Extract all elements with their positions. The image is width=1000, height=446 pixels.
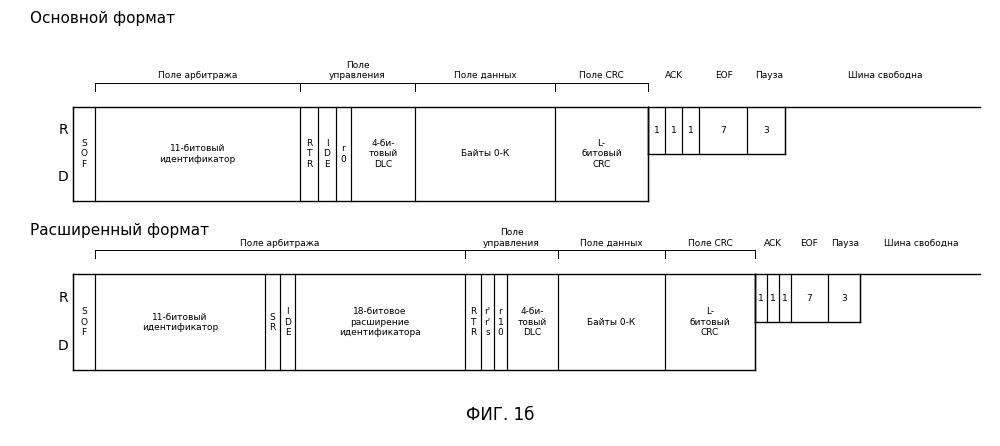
Text: 1: 1 <box>782 294 788 303</box>
Text: 7: 7 <box>807 294 812 303</box>
Text: ACK: ACK <box>665 71 683 80</box>
Text: ФИГ. 1б: ФИГ. 1б <box>466 406 534 424</box>
Text: Поле CRC: Поле CRC <box>579 71 624 80</box>
Text: Поле CRC: Поле CRC <box>688 239 732 248</box>
Text: L-
битовый
CRC: L- битовый CRC <box>581 139 622 169</box>
Text: S
R: S R <box>269 313 276 332</box>
Text: 1: 1 <box>758 294 764 303</box>
Text: ACK: ACK <box>763 239 782 248</box>
Text: 3: 3 <box>841 294 847 303</box>
Text: 11-битовый
идентификатор: 11-битовый идентификатор <box>142 313 218 332</box>
Text: r
0: r 0 <box>341 144 346 164</box>
Text: 1: 1 <box>770 294 776 303</box>
Text: 4-би-
товый
DLC: 4-би- товый DLC <box>518 307 547 337</box>
Text: R
T
R: R T R <box>306 139 312 169</box>
Text: R
T
R: R T R <box>470 307 476 337</box>
Text: Пауза: Пауза <box>755 71 783 80</box>
Text: Поле данных: Поле данных <box>580 239 643 248</box>
Text: r'
r'
s: r' r' s <box>484 307 491 337</box>
Text: 11-битовый
идентификатор: 11-битовый идентификатор <box>159 144 236 164</box>
Text: 1: 1 <box>671 126 676 135</box>
Text: r
1
0: r 1 0 <box>498 307 503 337</box>
Text: Пауза: Пауза <box>831 239 859 248</box>
Text: Шина свободна: Шина свободна <box>884 239 958 248</box>
Text: Основной формат: Основной формат <box>30 11 175 26</box>
Text: Шина свободна: Шина свободна <box>848 71 922 80</box>
Text: L-
битовый
CRC: L- битовый CRC <box>690 307 730 337</box>
Text: I
D
E: I D E <box>324 139 330 169</box>
Text: Поле арбитража: Поле арбитража <box>158 71 237 80</box>
Text: Поле данных: Поле данных <box>454 71 516 80</box>
Text: D: D <box>57 170 68 184</box>
Text: Поле
управления: Поле управления <box>329 61 386 80</box>
Text: Поле
управления: Поле управления <box>483 228 540 248</box>
Text: Байты 0-К: Байты 0-К <box>587 318 636 327</box>
Text: Байты 0-К: Байты 0-К <box>461 149 509 158</box>
Text: S
O
F: S O F <box>80 139 88 169</box>
Text: 1: 1 <box>654 126 659 135</box>
Text: R: R <box>58 291 68 305</box>
Text: EOF: EOF <box>800 239 818 248</box>
Text: D: D <box>57 339 68 353</box>
Text: I
D
E: I D E <box>284 307 291 337</box>
Text: Расширенный формат: Расширенный формат <box>30 223 209 238</box>
Text: 4-би-
товый
DLC: 4-би- товый DLC <box>368 139 398 169</box>
Text: 1: 1 <box>688 126 693 135</box>
Text: 18-битовое
расширение
идентификатора: 18-битовое расширение идентификатора <box>339 307 421 337</box>
Text: Поле арбитража: Поле арбитража <box>240 239 320 248</box>
Text: 7: 7 <box>720 126 726 135</box>
Text: R: R <box>58 124 68 137</box>
Text: 3: 3 <box>763 126 769 135</box>
Text: EOF: EOF <box>715 71 733 80</box>
Text: S
O
F: S O F <box>80 307 88 337</box>
